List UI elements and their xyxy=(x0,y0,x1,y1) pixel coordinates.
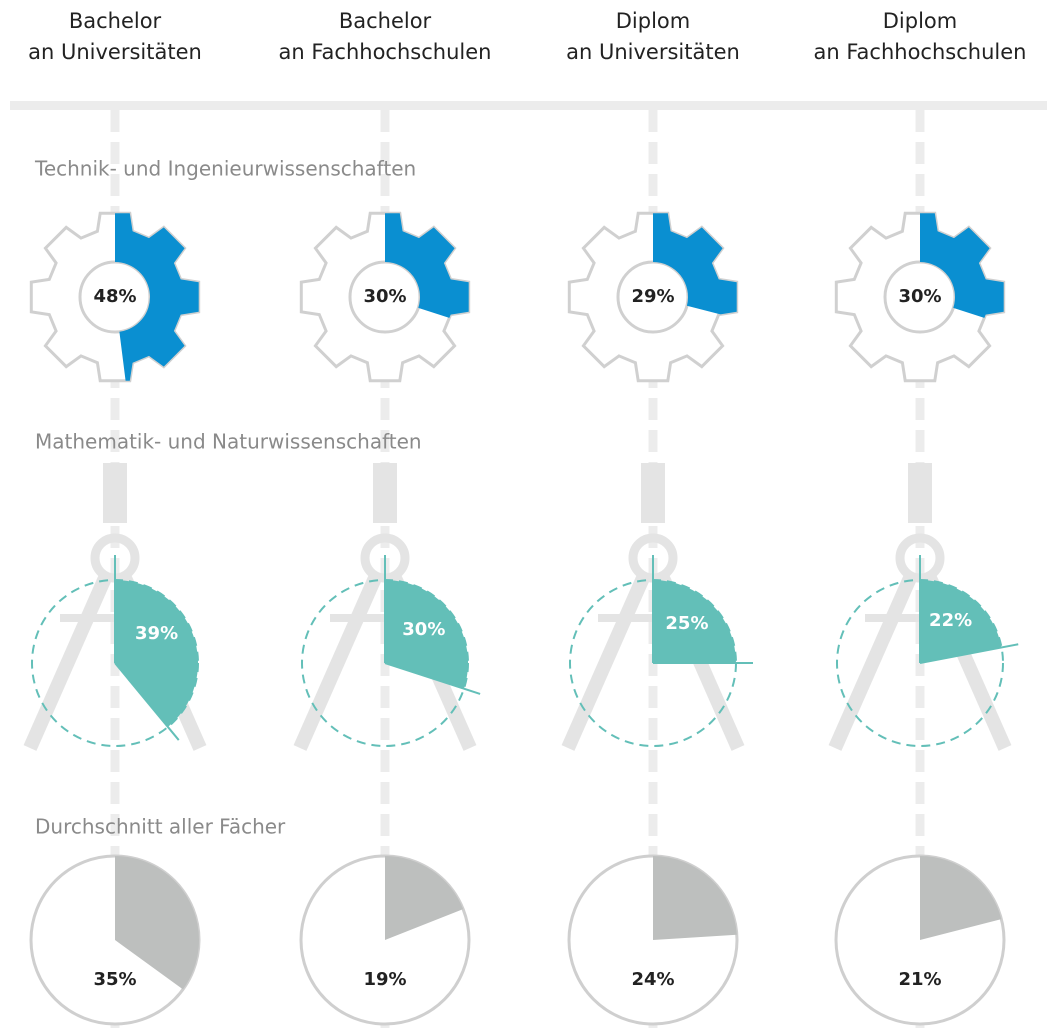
compass-leg xyxy=(568,578,643,748)
compass-handle xyxy=(908,463,932,523)
column-header: Bachelor an Universitäten xyxy=(0,6,245,68)
column-header: Diplom an Fachhochschulen xyxy=(790,6,1047,68)
column-header: Bachelor an Fachhochschulen xyxy=(255,6,515,68)
row-label: Technik- und Ingenieurwissenschaften xyxy=(34,157,416,181)
value-label: 19% xyxy=(363,969,406,990)
compass-leg xyxy=(835,578,910,748)
chart: Technik- und Ingenieurwissenschaften 48% 3… xyxy=(0,0,1047,1033)
value-label: 30% xyxy=(363,286,406,307)
value-label: 48% xyxy=(93,286,136,307)
compass-sector xyxy=(115,580,198,727)
compass-leg xyxy=(300,578,375,748)
pie-sector xyxy=(653,856,737,940)
row-label: Mathematik- und Naturwissenschaften xyxy=(35,430,422,454)
row-label: Durchschnitt aller Fächer xyxy=(35,815,286,839)
value-label: 35% xyxy=(93,969,136,990)
compass-handle xyxy=(373,463,397,523)
header-rule xyxy=(10,101,1047,110)
column-header: Diplom an Universitäten xyxy=(523,6,783,68)
value-label: 29% xyxy=(631,286,674,307)
value-label: 21% xyxy=(898,969,941,990)
value-label: 24% xyxy=(631,969,674,990)
infographic: Technik- und Ingenieurwissenschaften 48% 3… xyxy=(0,0,1047,1033)
compass-handle xyxy=(103,463,127,523)
value-label: 22% xyxy=(929,610,972,631)
compass-leg xyxy=(30,578,105,748)
value-label: 30% xyxy=(898,286,941,307)
value-label: 30% xyxy=(402,619,445,640)
value-label: 39% xyxy=(135,623,178,644)
value-label: 25% xyxy=(665,613,708,634)
compass-handle xyxy=(641,463,665,523)
